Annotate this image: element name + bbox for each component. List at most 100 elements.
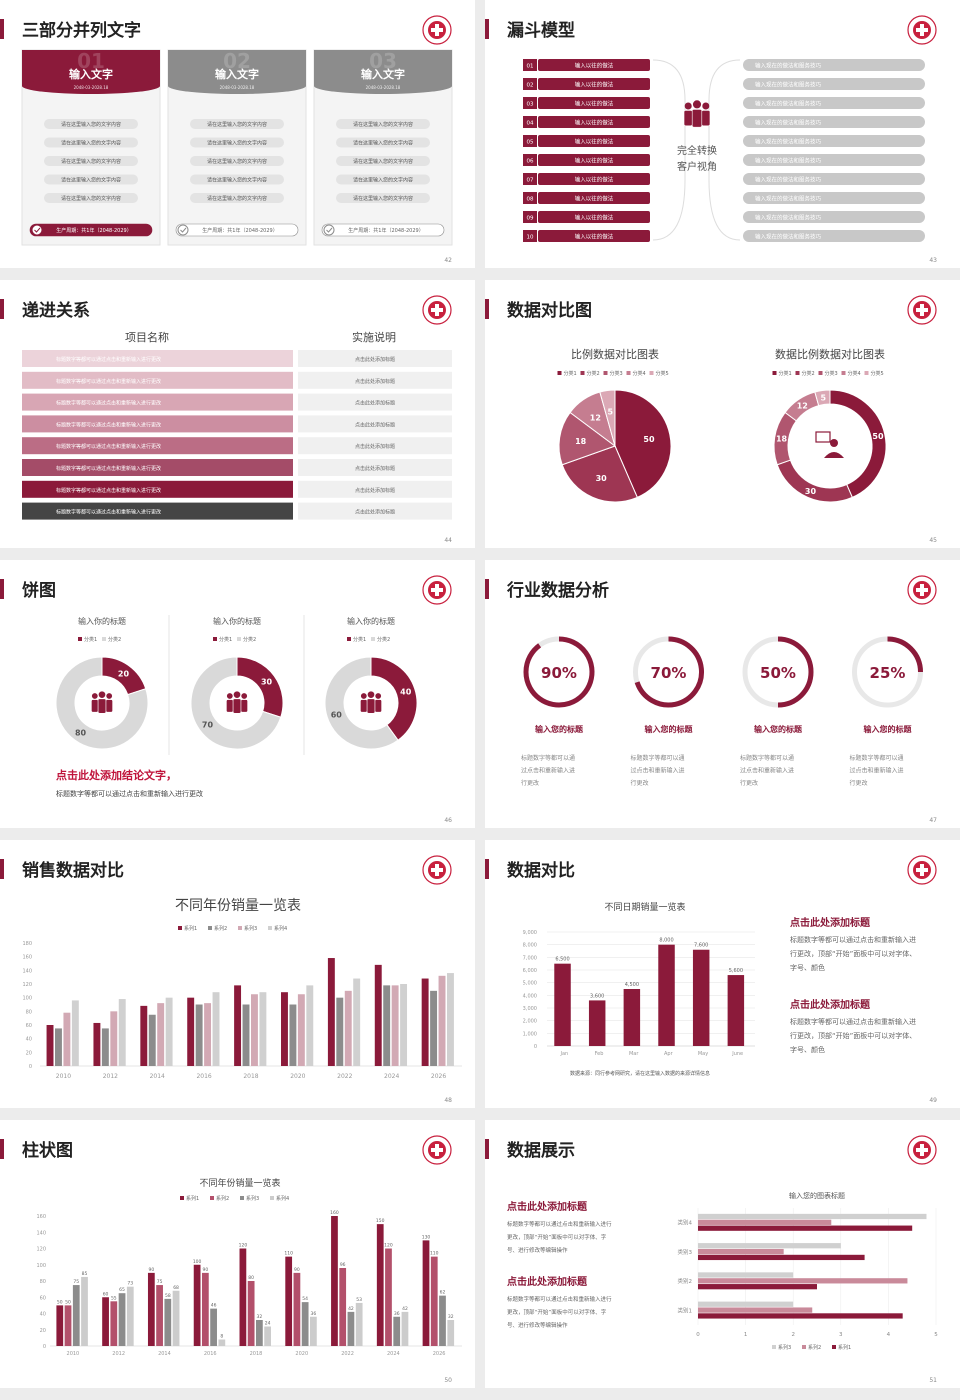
y-tick-label: 类别4: [678, 1219, 693, 1227]
row-note-bar: [298, 459, 452, 476]
icon-body: [360, 699, 368, 713]
data-label: 5: [607, 408, 613, 417]
slice: [561, 445, 638, 503]
bar: [327, 958, 335, 1066]
step-number-box: [523, 78, 537, 90]
bar: [187, 997, 195, 1066]
icon-body: [824, 452, 844, 458]
step-text: 输入以往的做法: [575, 176, 614, 184]
icon-head: [375, 693, 382, 699]
title-accent: [0, 859, 4, 879]
x-tick-label: 2020: [295, 1351, 308, 1357]
data-label: 65: [119, 1287, 125, 1293]
item-text: 请在这里输入您的文字内容: [61, 195, 121, 202]
bar: [247, 1281, 255, 1346]
bar: [727, 975, 745, 1046]
footer-text: 生产周期：共1年（2048-2029）: [348, 227, 423, 234]
page-number: 43: [929, 257, 937, 264]
bar: [698, 1284, 817, 1290]
item-pill: [44, 174, 138, 185]
legend-label: 系列4: [274, 925, 287, 932]
step-number: 06: [527, 159, 534, 165]
step-number-box: [523, 211, 537, 223]
bar: [698, 1225, 913, 1231]
data-label: 160: [330, 1210, 339, 1216]
check-mark: [34, 227, 41, 233]
data-label: 55: [111, 1295, 117, 1301]
y-tick-label: 7,000: [523, 955, 537, 961]
bar: [692, 949, 710, 1046]
y-tick-label: 2,000: [523, 1019, 537, 1025]
title-accent: [0, 579, 4, 599]
data-label: 42: [402, 1306, 408, 1312]
legend-swatch: [603, 371, 608, 375]
chart-title: 不同年份销量一览表: [175, 898, 301, 914]
y-tick-label: 9,000: [523, 930, 537, 936]
item-text: 请在这里输入您的文字内容: [61, 158, 121, 165]
icon-head: [360, 693, 367, 699]
data-label: 110: [430, 1251, 439, 1257]
bar: [698, 1213, 927, 1220]
item-text: 请在这里输入您的文字内容: [353, 195, 413, 202]
data-label: 3,600: [590, 993, 604, 999]
slide-title: 数据对比图: [507, 300, 592, 321]
step-number-box: [523, 230, 537, 242]
gauge-title: 输入您的标题: [864, 724, 913, 734]
result-text: 输入现在的做法和服务技巧: [755, 195, 822, 203]
slide: 漏斗模型 43 01 输入以往的做法 02 输入以往的做法 03 输入以往的做法 04 输入以往的…: [485, 0, 960, 268]
data-label: 8,000: [659, 938, 673, 944]
slide-title: 递进关系: [22, 300, 90, 321]
bar: [140, 1005, 148, 1066]
step-text: 输入以往的做法: [575, 81, 614, 89]
y-tick-label: 40: [40, 1312, 46, 1318]
gauge-title: 输入您的标题: [754, 724, 803, 734]
icon-head: [702, 102, 710, 110]
bar: [289, 1004, 297, 1066]
data-label: 110: [284, 1251, 293, 1257]
x-tick-label: Mar: [629, 1051, 639, 1057]
bar: [383, 985, 391, 1066]
step-bar: [538, 192, 650, 204]
slide-title: 数据对比: [507, 860, 575, 881]
card-header-curve: [314, 78, 452, 94]
y-tick-label: 20: [40, 1328, 46, 1334]
slice: [55, 656, 149, 750]
gauge-text: 过点击和重新输入进: [740, 767, 794, 775]
row-bar: [22, 502, 293, 520]
data-label: 5: [821, 393, 827, 402]
result-bar: [743, 78, 925, 90]
block-text: 号、进行修改等编辑操作: [507, 1321, 568, 1329]
bar: [101, 1028, 109, 1066]
center-text: 完全转换: [677, 144, 717, 157]
icon-board: [815, 431, 831, 443]
gauge-arc: [523, 636, 595, 708]
item-pill: [190, 137, 284, 148]
row-note: 点击此处添加标题: [355, 400, 395, 407]
bar: [588, 1000, 606, 1046]
logo-cross: [916, 24, 928, 36]
block-text: 行更改，顶部“开始”面板中可以对字体、: [790, 949, 916, 958]
card-header-curve: [22, 78, 160, 94]
legend-swatch: [371, 637, 375, 641]
legend-swatch: [649, 371, 654, 375]
row-note-bar: [298, 502, 452, 520]
slide-title: 柱状图: [22, 1140, 73, 1161]
icon-head: [367, 691, 375, 698]
bar: [401, 1311, 409, 1346]
logo-cross: [916, 584, 928, 596]
bar: [56, 1305, 64, 1346]
logo-cross: [431, 304, 443, 316]
block-text: 号、进行修改等编辑操作: [507, 1246, 568, 1254]
data-label: 32: [257, 1314, 263, 1320]
item-pill: [336, 174, 430, 185]
data-label: 7,600: [694, 943, 708, 949]
legend-label: 系列1: [184, 925, 197, 932]
bar: [195, 1004, 203, 1066]
step-text: 输入以往的做法: [575, 62, 614, 70]
bar: [234, 985, 242, 1066]
bar: [148, 1014, 156, 1066]
slide: 数据展示51点击此处添加标题标题数字等都可以通过点击和重新输入进行更改，顶部“开…: [485, 1120, 960, 1388]
title-accent: [0, 19, 4, 39]
legend-label: 系列3: [246, 1195, 259, 1202]
